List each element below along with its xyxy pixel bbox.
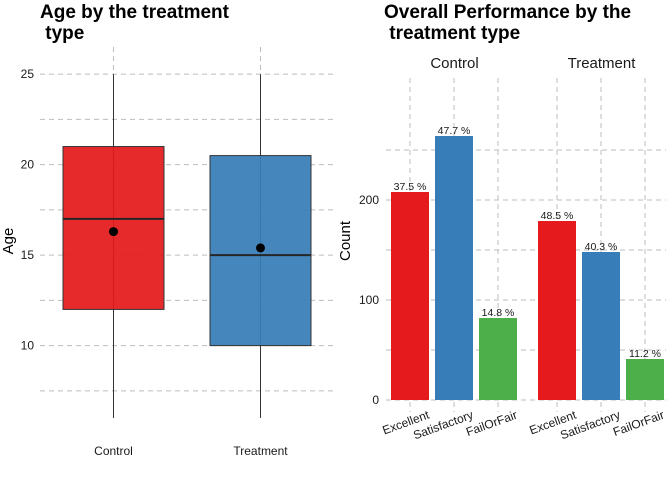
barchart-x-tick-label: FailOrFair (611, 408, 666, 439)
boxplot-y-axis-title: Age (0, 228, 17, 255)
age-boxplot-panel: Age by the treatment type 10 15 20 25 Contr… (0, 2, 334, 458)
bar-data-label: 48.5 % (541, 210, 574, 222)
barchart-y-tick-label: 100 (359, 293, 379, 307)
boxplot-mean-point (256, 243, 265, 253)
boxplot-y-tick-label: 20 (21, 158, 35, 172)
facet-strip-label: Treatment (568, 55, 637, 72)
boxplot-mean-point (109, 227, 118, 237)
barchart-y-axis-title: Count (337, 220, 354, 261)
boxplot-x-tick-label: Treatment (233, 444, 288, 458)
boxplot-marks (62, 74, 312, 418)
facet-strip-label: Control (430, 55, 478, 72)
barchart-facet-strips: Control Treatment (430, 55, 636, 72)
bar (626, 359, 664, 400)
bar (435, 136, 473, 400)
barchart-y-tick-labels: 0 100 200 (359, 193, 379, 407)
bar (479, 318, 517, 400)
boxplot-y-tick-label: 15 (21, 248, 35, 262)
barchart-y-tick-label: 200 (359, 193, 379, 207)
performance-bar-panel: Overall Performance by the treatment typ… (337, 2, 666, 442)
bar (582, 252, 620, 400)
barchart-data-labels: 37.5 % 47.7 % 14.8 % 48.5 % 40.3 % 11.2 % (394, 125, 661, 360)
bar-data-label: 14.8 % (482, 307, 515, 319)
barchart-title-line-1: Overall Performance by the (384, 2, 631, 23)
boxplot-title-line-1: Age by the treatment (40, 2, 230, 23)
barchart-title-line-2: treatment type (384, 23, 520, 44)
bar (391, 192, 429, 400)
boxplot-y-tick-label: 10 (21, 339, 35, 353)
bar (538, 221, 576, 400)
barchart-y-tick-label: 0 (372, 393, 379, 407)
barchart-bars (391, 136, 664, 400)
boxplot-x-tick-labels: Control Treatment (94, 444, 288, 458)
bar-data-label: 47.7 % (438, 125, 471, 137)
boxplot-x-tick-label: Control (94, 444, 133, 458)
barchart-x-tick-label: FailOrFair (464, 408, 519, 439)
boxplot-y-tick-labels: 10 15 20 25 (21, 67, 35, 352)
bar-data-label: 11.2 % (629, 348, 661, 360)
boxplot-y-tick-label: 25 (21, 67, 35, 81)
boxplot-title-line-2: type (40, 23, 84, 44)
bar-data-label: 37.5 % (394, 181, 427, 193)
bar-data-label: 40.3 % (585, 241, 618, 253)
